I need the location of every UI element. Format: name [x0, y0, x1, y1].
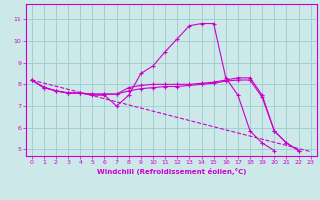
X-axis label: Windchill (Refroidissement éolien,°C): Windchill (Refroidissement éolien,°C)	[97, 168, 246, 175]
